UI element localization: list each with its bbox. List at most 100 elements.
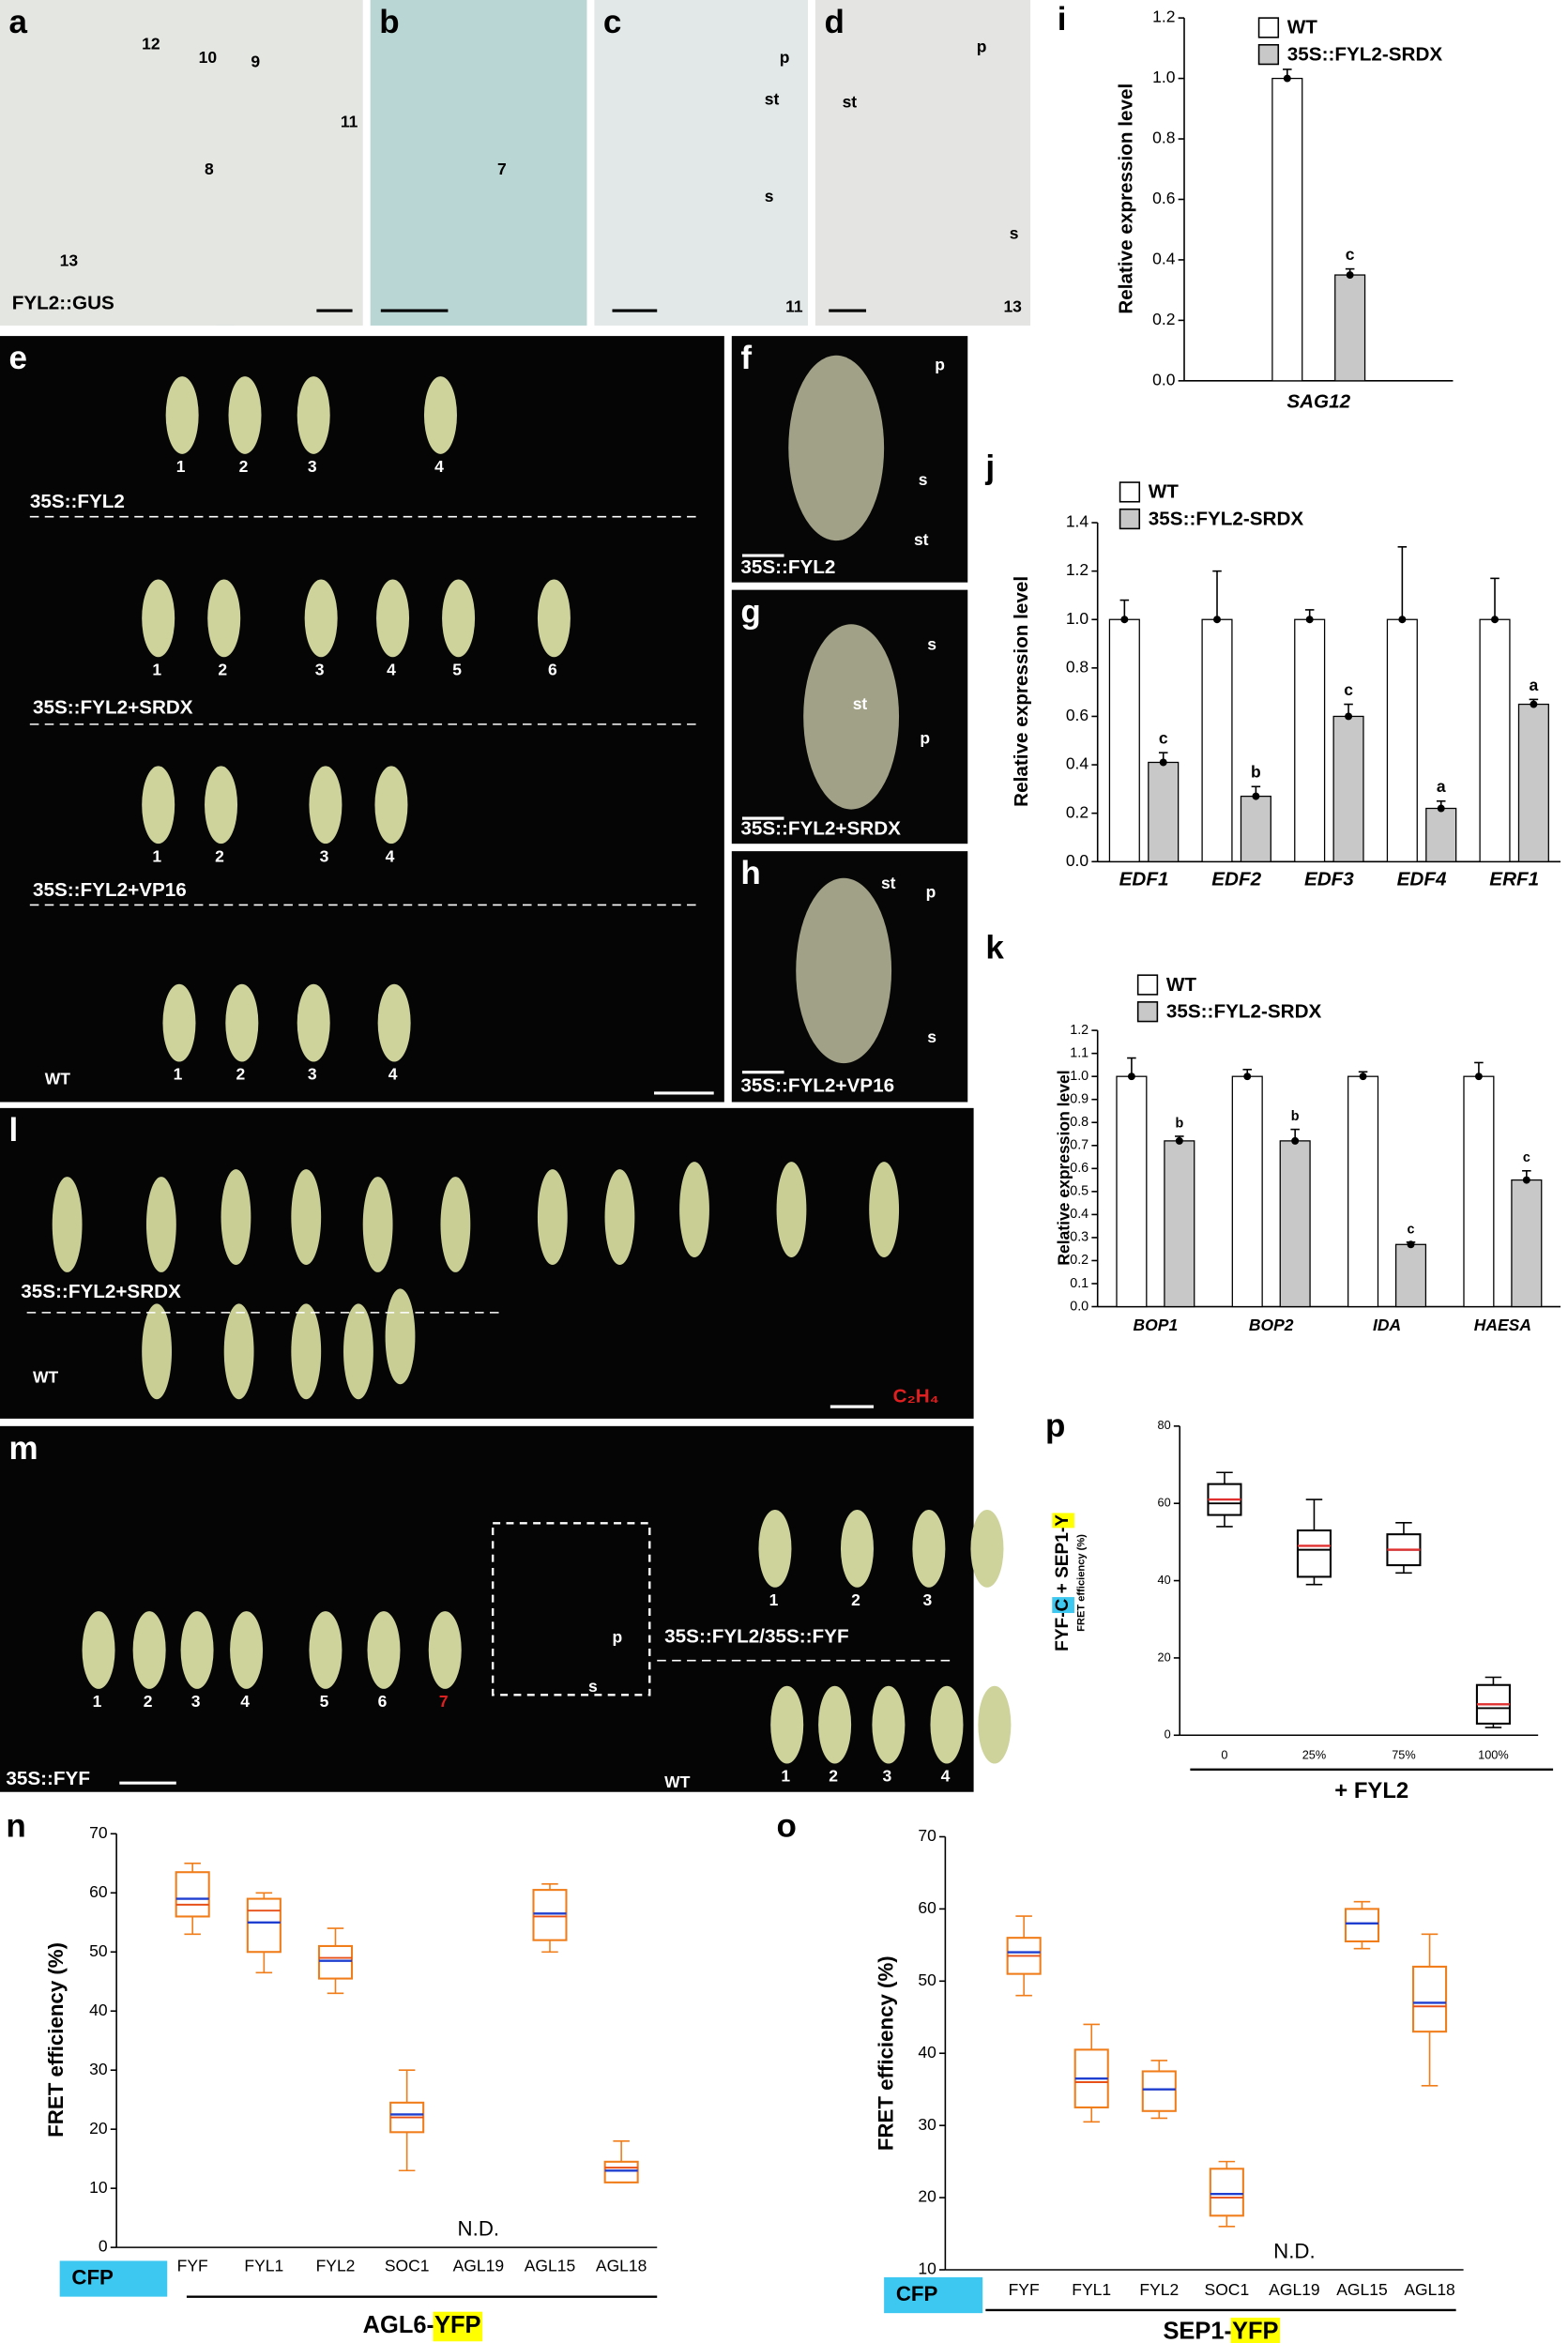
photo-label: 2	[239, 457, 249, 476]
bar	[1517, 703, 1549, 862]
flower	[221, 1169, 251, 1265]
y-tick-label: 50	[918, 1970, 936, 1989]
flower	[230, 1611, 264, 1689]
flower	[291, 1303, 322, 1400]
y-tick-label: 0.2	[1066, 802, 1088, 821]
y-tick-label: 0.2	[1070, 1253, 1088, 1268]
replicate-dot	[1437, 804, 1445, 813]
flower	[228, 376, 262, 454]
highlight	[433, 2311, 483, 2342]
y-tick-label: 0.0	[1152, 370, 1176, 388]
flower	[440, 1177, 471, 1272]
genotype-label: FYL2::GUS	[12, 292, 114, 313]
y-tick-label: 0	[99, 2237, 108, 2256]
flower	[679, 1162, 709, 1258]
photo	[370, 0, 587, 326]
bar	[1271, 77, 1303, 382]
box	[532, 1889, 568, 1941]
box	[1209, 2168, 1244, 2217]
axis-label-part: FYF-	[1053, 1611, 1073, 1651]
flower	[788, 355, 885, 541]
flower	[537, 579, 571, 658]
y-tick-label: 20	[1158, 1650, 1171, 1664]
flower	[207, 579, 241, 658]
panel-letter: k	[985, 930, 1004, 966]
axis-label-part: C	[1053, 1598, 1073, 1611]
flower	[132, 1611, 166, 1689]
y-tick-label: 60	[918, 1898, 936, 1917]
photo-label: 4	[982, 1590, 991, 1609]
axis-label-part: + SEP1-	[1053, 1527, 1073, 1599]
photo-label: 4	[941, 1767, 951, 1786]
bar	[1425, 807, 1457, 862]
replicate-dot	[1252, 792, 1260, 800]
highlight	[1052, 1597, 1074, 1614]
flower	[377, 983, 411, 1062]
legend-swatch	[1257, 43, 1280, 66]
photo-label: 1	[152, 846, 161, 865]
y-tick-label: 70	[918, 1826, 936, 1845]
panel-letter: g	[740, 594, 760, 631]
flower	[758, 1509, 792, 1588]
photo-panel: d p st s 13	[814, 0, 1031, 326]
x-tick-label: EDF3	[1304, 869, 1354, 890]
x-tick-label: FYL2	[316, 2257, 356, 2275]
x-tick-label: AGL19	[1269, 2280, 1319, 2299]
flower	[912, 1509, 946, 1588]
photo-label: 3	[315, 660, 325, 678]
y-tick-label: 20	[918, 2187, 936, 2206]
y-tick-label: 20	[89, 2119, 108, 2138]
axis-label-part: YFP	[1232, 2319, 1279, 2343]
legend-label: 35S::FYL2-SRDX	[1166, 1000, 1322, 1022]
photo-label: 3	[923, 1590, 933, 1609]
flower	[978, 1685, 1012, 1764]
flower	[145, 1177, 176, 1272]
legend-swatch	[1119, 508, 1141, 530]
legend-label: WT	[1166, 974, 1197, 996]
photo-label: 2	[218, 660, 227, 678]
genotype-label: 35S::FYL2+SRDX	[33, 697, 193, 719]
x-tick-label: FYF	[1009, 2280, 1040, 2299]
bar	[1479, 618, 1511, 862]
genotype-label: 35S::FYL2	[740, 556, 835, 578]
photo-label: 1	[152, 660, 161, 678]
photo-label: WT	[45, 1069, 71, 1088]
y-tick-label: 0.0	[1066, 851, 1089, 870]
photo-label: 3	[320, 846, 329, 865]
flower	[343, 1303, 373, 1400]
replicate-dot	[1345, 712, 1353, 721]
x-tick-label: FYF	[177, 2257, 208, 2275]
photo-label: st	[765, 89, 780, 108]
panel-letter: c	[603, 4, 621, 40]
y-tick-label: 30	[918, 2115, 936, 2134]
flower	[165, 376, 199, 454]
legend-swatch	[1136, 974, 1159, 996]
flower	[362, 1177, 393, 1272]
photo-label: s	[927, 634, 936, 653]
significance-label: c	[1344, 680, 1353, 699]
bar	[1108, 618, 1140, 862]
bar	[1334, 274, 1366, 382]
flower	[930, 1685, 964, 1764]
y-axis-sublabel: FRET efficiency (%)	[1075, 1534, 1087, 1632]
flower	[604, 1169, 635, 1265]
significance-label: a	[1530, 676, 1539, 694]
x-tick-label: FYL1	[244, 2257, 283, 2275]
significance-label: b	[1175, 1116, 1183, 1131]
photo-label: st	[843, 93, 858, 112]
flower	[162, 983, 196, 1062]
flower	[291, 1169, 322, 1265]
photo-panel: c p st s 11	[594, 0, 808, 326]
flower	[803, 624, 900, 810]
x-tick-label: FYL2	[1139, 2280, 1179, 2299]
flower	[840, 1509, 874, 1588]
flower	[142, 1303, 173, 1400]
x-tick-label: FYL1	[1072, 2280, 1111, 2299]
photo-label: WT	[33, 1368, 59, 1387]
y-tick-label: 0.6	[1066, 706, 1088, 724]
y-tick-label: 1.0	[1070, 1069, 1088, 1084]
photo-label: WT	[664, 1772, 691, 1791]
